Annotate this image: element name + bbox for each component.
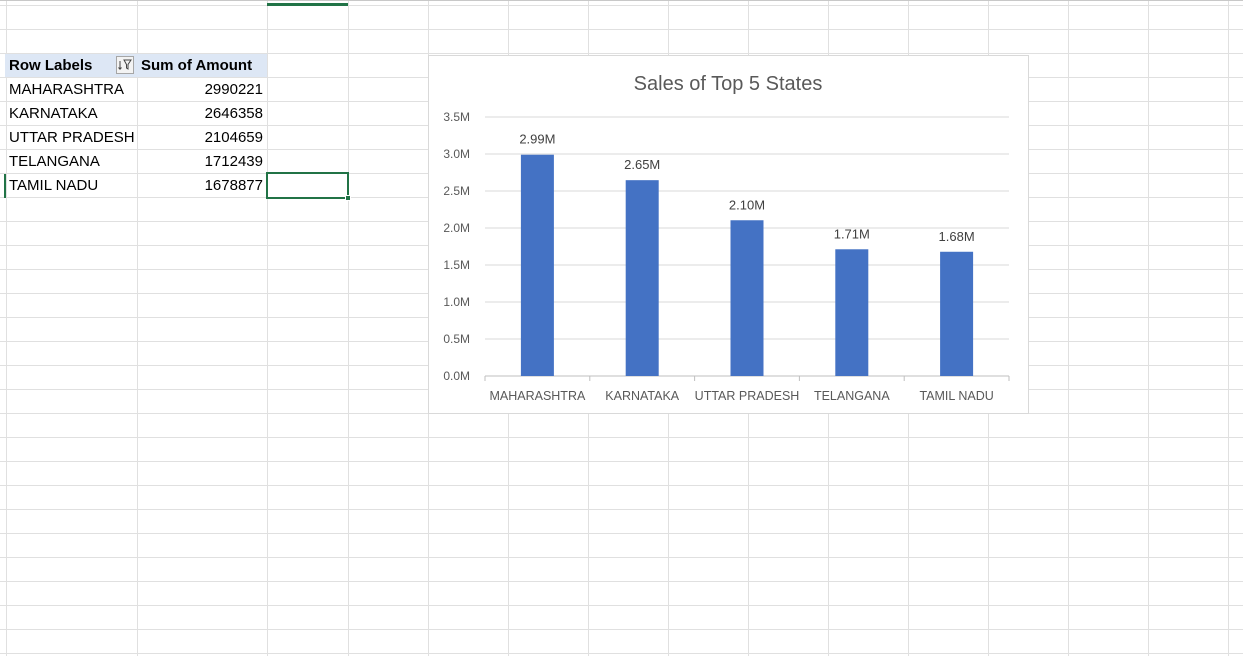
pivot-row-label[interactable]: TELANGANA — [9, 153, 100, 170]
y-tick-label: 0.0M — [443, 369, 470, 383]
pivot-row-value[interactable]: 1712439 — [204, 153, 263, 170]
x-tick-label: MAHARASHTRA — [489, 389, 586, 403]
active-cell-selection[interactable] — [266, 172, 349, 199]
y-tick-label: 3.0M — [443, 147, 470, 161]
filter-sort-button[interactable] — [116, 56, 134, 74]
pivot-row-label[interactable]: UTTAR PRADESH — [9, 129, 135, 146]
pivot-row-value[interactable]: 1678877 — [204, 177, 263, 194]
bar[interactable] — [730, 220, 764, 376]
row-labels-header-text: Row Labels — [9, 57, 93, 74]
pivot-header-sum-of-amount[interactable]: Sum of Amount — [137, 54, 267, 77]
y-tick-label: 2.5M — [443, 184, 470, 198]
pivot-row-label[interactable]: KARNATAKA — [9, 105, 98, 122]
y-tick-label: 1.5M — [443, 258, 470, 272]
y-tick-label: 3.5M — [443, 110, 470, 124]
bar[interactable] — [520, 154, 554, 376]
bar-chart: Sales of Top 5 States 0.0M 0.5M 1.0M 1.5M 2.0… — [443, 73, 1010, 403]
data-label: 1.68M — [939, 229, 975, 244]
x-tick-label: TAMIL NADU — [919, 389, 993, 403]
y-tick-label: 2.0M — [443, 221, 470, 235]
chart-container[interactable]: Sales of Top 5 States 0.0M 0.5M 1.0M 1.5M 2.0… — [428, 55, 1029, 414]
x-tick-label: KARNATAKA — [605, 389, 680, 403]
sum-of-amount-header-text: Sum of Amount — [141, 57, 253, 74]
selected-column-indicator — [267, 3, 348, 6]
data-label: 2.99M — [519, 132, 555, 147]
y-tick-label: 0.5M — [443, 332, 470, 346]
pivot-row-label[interactable]: MAHARASHTRA — [9, 81, 125, 98]
pivot-header-row-labels[interactable]: Row Labels — [5, 54, 137, 77]
pivot-row-label[interactable]: TAMIL NADU — [9, 177, 99, 194]
bar[interactable] — [835, 249, 869, 376]
x-tick-label: UTTAR PRADESH — [695, 389, 800, 403]
data-label: 2.65M — [624, 157, 660, 172]
fill-handle[interactable] — [345, 195, 351, 201]
pivot-row-value[interactable]: 2104659 — [204, 129, 263, 146]
pivot-row-value[interactable]: 2646358 — [204, 105, 263, 122]
selected-row-indicator — [4, 174, 6, 198]
pivot-row-value[interactable]: 2990221 — [204, 81, 263, 98]
chart-title: Sales of Top 5 States — [634, 73, 823, 95]
x-tick-label: TELANGANA — [814, 389, 890, 403]
bar[interactable] — [940, 251, 974, 376]
data-label: 1.71M — [834, 226, 870, 241]
y-tick-label: 1.0M — [443, 295, 470, 309]
bar[interactable] — [625, 180, 659, 376]
data-label: 2.10M — [729, 197, 765, 212]
filter-sort-icon — [118, 59, 132, 70]
